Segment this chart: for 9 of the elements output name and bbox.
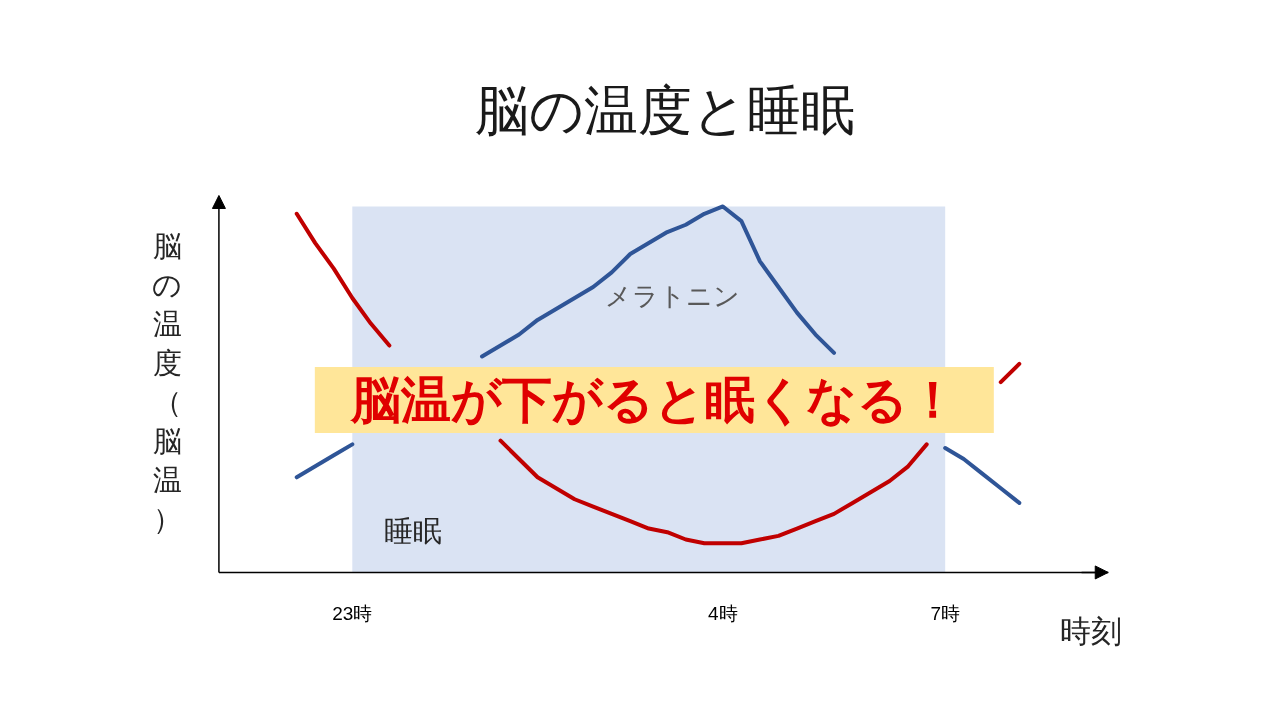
chart-title: 脳の温度と睡眠 bbox=[474, 78, 855, 142]
annotation: 脳温が下がると眠くなる！ bbox=[348, 371, 958, 430]
y-axis-title: 脳の温度（脳温） bbox=[151, 228, 182, 537]
series-label: メラトニン bbox=[605, 281, 741, 312]
x-tick-label: 7時 bbox=[930, 602, 960, 624]
x-axis-title: 時刻 bbox=[1059, 612, 1122, 649]
x-tick-label: 23時 bbox=[332, 602, 373, 624]
band-label: 睡眠 bbox=[384, 514, 443, 549]
x-tick-label: 4時 bbox=[708, 602, 738, 624]
